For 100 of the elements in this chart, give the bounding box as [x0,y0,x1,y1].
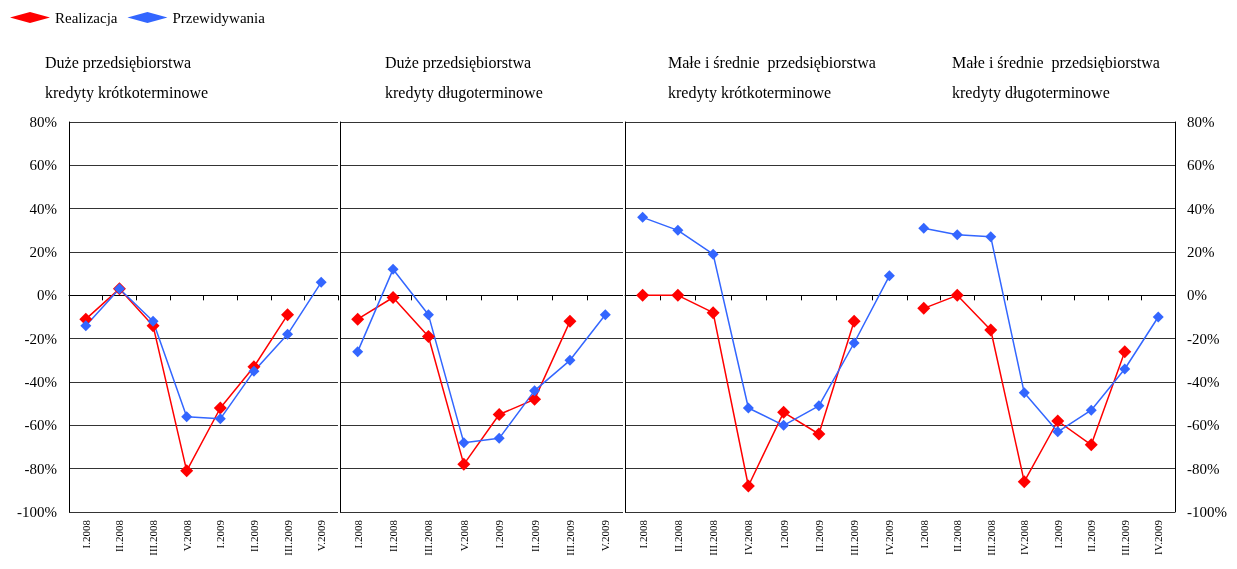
x-tick-label: I.2009 [214,519,227,549]
point [180,464,194,478]
chart-title: Małe i średnie przedsiębiorstwa kredyty krótkoterminowe [668,53,876,102]
point [950,288,964,302]
point [777,405,791,419]
point [1118,345,1132,359]
y2-tick-label: -40% [1187,374,1220,390]
point [985,231,997,243]
x-tick-label: V.2009 [315,519,328,552]
y-tick-label: 40% [29,200,57,217]
y2-tick-label: 60% [1187,157,1215,174]
point [951,229,963,241]
x-tick-label: II.2008 [671,519,684,553]
y2-tick-label: -60% [1187,417,1220,434]
point [883,270,895,282]
point [707,248,719,260]
x-tick-label: II.2009 [247,519,260,553]
x-tick-label: V.2008 [457,519,470,552]
point [813,400,825,412]
y-tick-label: -20% [24,330,57,347]
chart-title: Duże przedsiębiorstwa kredyty krótkoterminowe [45,53,209,102]
point [917,301,931,315]
y-tick-label: 60% [29,157,57,174]
point [672,224,684,236]
y2-tick-label: 0% [1187,287,1207,304]
x-tick-label: IV.2008 [1018,519,1031,555]
point [812,427,826,441]
y2-tick-label: 80% [1187,114,1215,130]
x-tick-label: II.2008 [951,519,964,553]
x-tick-label: II.2008 [113,519,126,553]
point [1152,311,1164,323]
y-tick-label: -40% [24,374,57,390]
y2-tick-label: -100% [1187,504,1227,520]
point [282,328,294,340]
point [742,402,754,414]
point [529,385,541,397]
x-tick-label: IV.2008 [742,519,755,555]
x-tick-label: I.2009 [777,519,790,549]
point [778,419,790,431]
legend-label: Realizacja [55,9,118,26]
point [214,413,226,425]
x-tick-label: III.2009 [563,519,576,556]
x-tick-label: II.2009 [812,519,825,553]
point [984,323,998,337]
x-tick-label: V.2008 [180,519,193,552]
point [1052,426,1064,438]
x-tick-label: III.2008 [422,519,435,556]
point [1051,414,1065,428]
point [492,408,506,421]
x-tick-label: I.2009 [1051,519,1064,549]
y2-tick-label: 20% [1187,244,1215,260]
x-tick-label: IV.2009 [1152,519,1165,555]
point [352,346,364,358]
y-tick-label: -60% [24,417,57,434]
x-tick-label: I.2008 [636,519,649,549]
y-tick-label: 80% [29,114,57,130]
point [1085,404,1097,416]
chart-title: Małe i średnie przedsiębiorstwa kredyty długoterminowe [952,53,1160,102]
point [848,337,860,349]
x-tick-label: I.2008 [917,519,930,549]
y2-tick-label: -20% [1187,330,1220,347]
point [213,401,227,415]
legend-label: Przewidywania [172,9,266,26]
point [387,263,399,275]
point [564,354,576,366]
point [493,432,505,444]
point [1119,363,1131,375]
x-tick-label: III.2009 [281,519,294,556]
y2-tick-label: -80% [1187,460,1220,477]
point [281,308,295,322]
y-tick-label: -80% [24,460,57,477]
x-tick-label: III.2008 [984,519,997,556]
point [847,314,861,328]
point [351,312,365,326]
x-tick-label: III.2008 [147,519,160,556]
point [457,457,471,471]
y-tick-label: 20% [29,244,57,260]
point [147,315,159,327]
x-tick-label: III.2009 [1118,519,1131,556]
x-tick-label: IV.2009 [883,519,896,555]
y2-tick-label: 40% [1187,200,1215,217]
point [918,222,930,234]
point [599,309,611,321]
point [741,479,755,493]
point [422,309,434,321]
x-tick-label: II.2009 [1085,519,1098,553]
x-tick-label: I.2008 [351,519,364,549]
y-tick-label: 0% [37,287,57,304]
x-tick-label: III.2009 [848,519,861,556]
x-tick-label: I.2008 [79,519,92,549]
point [706,306,720,320]
x-tick-label: II.2008 [387,519,400,553]
point [248,365,260,377]
y-tick-label: -100% [17,504,57,520]
x-tick-label: V.2009 [599,519,612,552]
chart-title: Duże przedsiębiorstwa kredyty długoterminowe [385,53,543,102]
point [1084,438,1098,452]
point [421,330,435,343]
point [636,288,650,302]
point [563,314,577,328]
